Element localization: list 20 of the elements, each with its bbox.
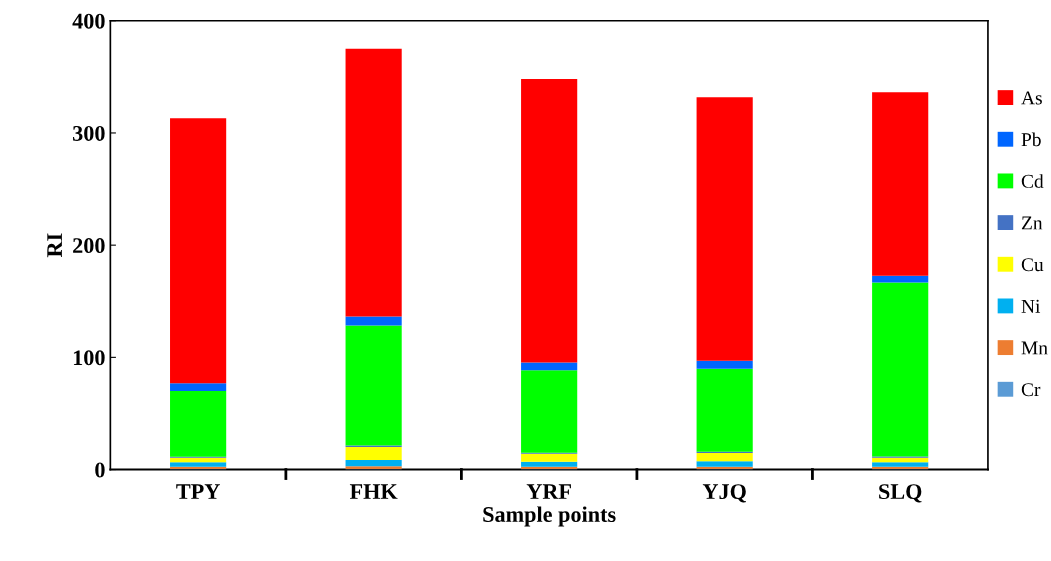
x-tick-label: YRF: [526, 484, 571, 499]
x-tick-label: SLQ: [879, 484, 922, 503]
legend-label: Cu: [1021, 258, 1044, 272]
y-tick-label: 200: [73, 238, 105, 254]
y-axis-title: RI: [47, 233, 62, 258]
legend-label: Ni: [1021, 299, 1041, 313]
y-tick-label: 300: [73, 125, 105, 141]
legend-label: Zn: [1021, 216, 1043, 230]
x-axis-title: Sample points: [483, 506, 616, 527]
legend-label: Cr: [1021, 383, 1041, 397]
x-tick-label: FHK: [349, 484, 398, 499]
x-tick-label: TPY: [176, 484, 220, 499]
y-tick-label: 0: [95, 462, 105, 478]
y-tick-label: 100: [73, 350, 105, 366]
legend-label: Pb: [1021, 132, 1041, 147]
legend-label: As: [1021, 91, 1042, 105]
legend-label: Cd: [1021, 174, 1044, 188]
legend-label: Mn: [1021, 341, 1048, 355]
y-tick-label: 400: [72, 13, 105, 29]
x-tick-label: YJQ: [702, 484, 746, 503]
